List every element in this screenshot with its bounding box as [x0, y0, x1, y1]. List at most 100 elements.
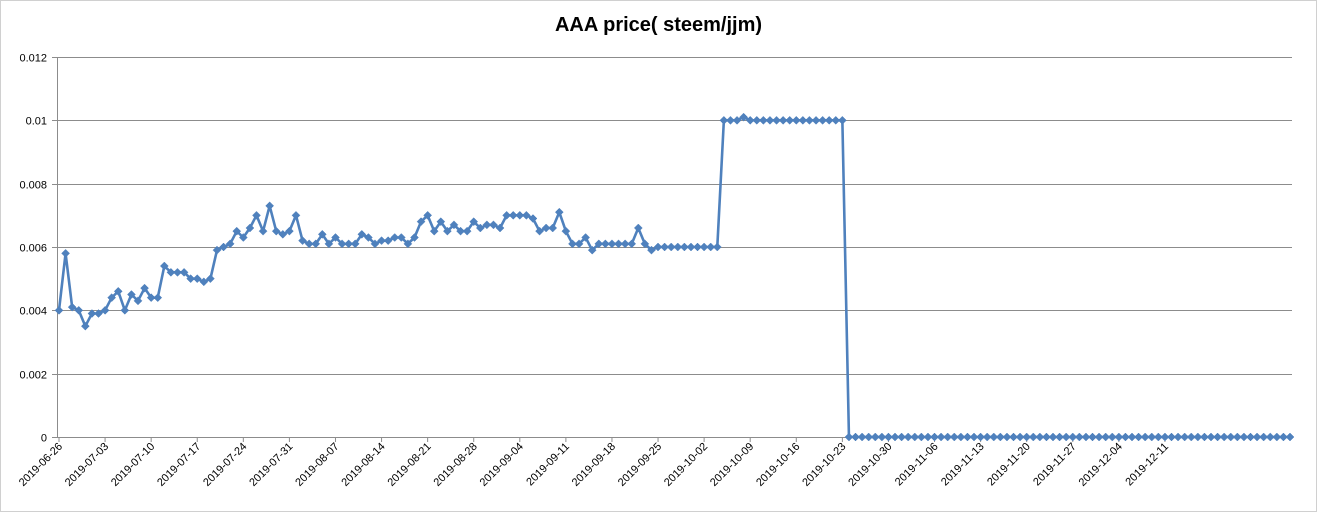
data-point-marker: [107, 293, 117, 303]
y-tick-label: 0.008: [19, 180, 47, 192]
data-point-marker: [581, 233, 590, 242]
data-point-marker: [298, 236, 307, 246]
data-point-marker: [271, 226, 281, 236]
data-point-marker: [489, 220, 498, 230]
data-point-marker: [515, 210, 525, 220]
x-tick-label: 2019-06-26: [17, 441, 65, 489]
data-point-marker: [917, 432, 926, 442]
data-point-marker: [383, 236, 393, 246]
data-point-marker: [601, 239, 610, 249]
x-tick-label: 2019-07-10: [109, 441, 157, 489]
data-point-marker: [633, 223, 643, 233]
data-point-marker: [80, 321, 90, 331]
data-point-marker: [1259, 432, 1269, 442]
data-point-marker: [660, 242, 669, 252]
data-point-marker: [1226, 432, 1236, 442]
x-tick-label: 2019-08-28: [432, 441, 480, 489]
data-point-marker: [976, 432, 985, 442]
data-point-marker: [1232, 432, 1242, 442]
data-point-marker: [443, 226, 452, 236]
data-point-marker: [1160, 432, 1170, 442]
data-point-marker: [923, 432, 933, 442]
data-point-marker: [502, 210, 511, 220]
data-point-marker: [851, 432, 860, 442]
data-point-marker: [1186, 432, 1196, 442]
data-point-marker: [140, 283, 149, 293]
data-point-marker: [956, 432, 966, 442]
data-point-marker: [159, 261, 169, 271]
data-point-marker: [739, 112, 748, 122]
data-point-marker: [719, 115, 729, 125]
data-point-marker: [146, 293, 156, 303]
series-line-group: [57, 115, 1290, 439]
y-tick-label: 0.01: [26, 116, 47, 128]
data-point-marker: [897, 432, 906, 442]
data-point-marker: [778, 115, 788, 125]
data-point-marker: [337, 239, 347, 249]
data-point-marker: [1101, 432, 1111, 442]
data-point-marker: [982, 432, 992, 442]
data-point-marker: [1081, 432, 1091, 442]
data-point-marker: [291, 210, 301, 220]
x-tick-label: 2019-07-24: [201, 441, 249, 489]
data-point-marker: [1074, 432, 1084, 442]
data-point-marker: [54, 305, 64, 315]
data-point-marker: [364, 233, 373, 242]
data-point-marker: [680, 242, 689, 252]
data-point-marker: [1180, 432, 1190, 442]
data-point-marker: [410, 233, 419, 242]
data-point-marker: [943, 432, 953, 442]
data-point-marker: [61, 248, 70, 258]
y-tick-labels: 0 0.002 0.004 0.006 0.008 0.01 0.012: [19, 53, 47, 445]
data-point-marker: [798, 115, 808, 125]
data-point-marker: [831, 115, 841, 125]
data-point-marker: [877, 432, 887, 442]
x-tick-label: 2019-10-09: [708, 441, 756, 489]
x-tick-label: 2019-12-11: [1123, 441, 1171, 489]
data-point-marker: [1015, 432, 1025, 442]
data-point-marker: [693, 242, 702, 252]
data-point-marker: [1140, 432, 1150, 442]
data-point-marker: [377, 236, 386, 246]
data-point-marker: [726, 115, 735, 125]
x-tick-label: 2019-09-18: [570, 441, 618, 489]
data-point-marker: [1022, 432, 1032, 442]
data-point-marker: [357, 229, 367, 239]
data-point-marker: [1147, 432, 1157, 442]
data-point-marker: [1246, 432, 1255, 442]
data-point-marker: [818, 115, 827, 125]
data-point-marker: [574, 239, 584, 249]
data-point-marker: [699, 242, 709, 252]
x-tick-label: 2019-11-06: [893, 441, 941, 489]
data-point-marker: [1121, 432, 1130, 442]
data-point-marker: [673, 242, 683, 252]
x-tick-label: 2019-12-04: [1077, 441, 1125, 489]
data-point-marker: [219, 242, 228, 252]
data-point-marker: [166, 267, 176, 277]
data-point-marker: [864, 432, 874, 442]
data-point-marker: [561, 226, 571, 236]
y-tick-label: 0.006: [19, 243, 47, 255]
y-tick-label: 0.004: [19, 306, 47, 318]
data-point-marker: [482, 220, 492, 230]
data-point-marker: [989, 432, 999, 442]
data-point-marker: [1153, 432, 1163, 442]
data-point-marker: [133, 296, 143, 306]
data-point-marker: [1061, 432, 1071, 442]
data-point-marker: [554, 207, 564, 217]
data-point-marker: [706, 242, 716, 252]
x-tick-label: 2019-08-07: [293, 441, 341, 489]
data-point-marker: [614, 239, 623, 249]
x-tick-label: 2019-08-21: [385, 441, 433, 489]
data-point-marker: [640, 239, 650, 249]
data-point-marker: [765, 115, 775, 125]
data-point-marker: [1068, 432, 1078, 442]
data-point-marker: [252, 210, 261, 220]
data-point-marker: [1213, 432, 1222, 442]
data-point-marker: [620, 239, 630, 249]
data-point-marker: [423, 210, 432, 220]
data-point-marker: [344, 239, 354, 249]
data-point-marker: [1035, 432, 1045, 442]
